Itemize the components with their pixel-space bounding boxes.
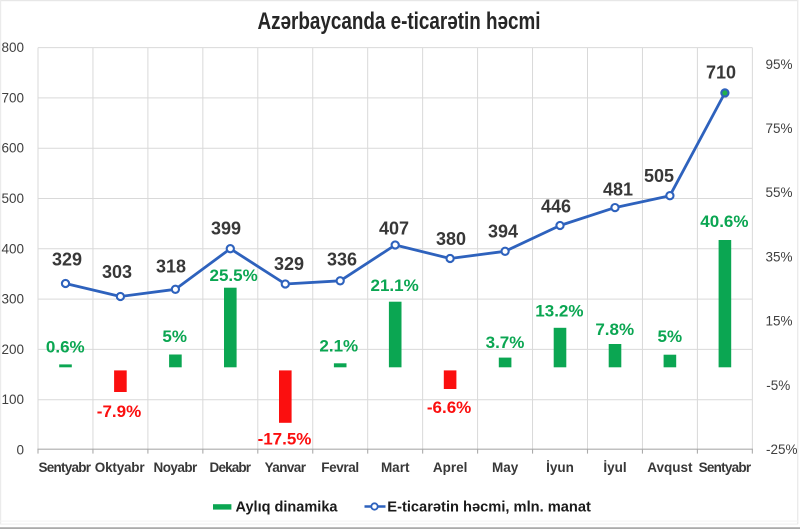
svg-text:Sentyabr: Sentyabr — [699, 460, 752, 475]
svg-text:505: 505 — [644, 166, 674, 186]
svg-text:0.6%: 0.6% — [46, 338, 85, 357]
svg-text:40.6%: 40.6% — [700, 212, 748, 231]
svg-text:2.1%: 2.1% — [319, 337, 358, 356]
svg-text:800: 800 — [1, 40, 24, 55]
svg-text:Oktyabr: Oktyabr — [95, 460, 146, 475]
svg-text:13.2%: 13.2% — [535, 302, 583, 321]
svg-text:-25%: -25% — [766, 442, 798, 457]
svg-text:75%: 75% — [766, 121, 793, 136]
svg-text:Avqust: Avqust — [647, 460, 693, 475]
svg-text:5%: 5% — [658, 327, 683, 346]
svg-text:-7.9%: -7.9% — [97, 402, 141, 421]
svg-text:İyun: İyun — [546, 460, 574, 475]
svg-text:-5%: -5% — [766, 378, 790, 393]
svg-text:336: 336 — [327, 249, 357, 269]
svg-text:329: 329 — [52, 249, 82, 269]
svg-text:500: 500 — [1, 191, 24, 206]
svg-text:400: 400 — [1, 241, 24, 256]
svg-text:380: 380 — [436, 229, 466, 249]
svg-text:15%: 15% — [766, 314, 793, 329]
svg-text:200: 200 — [1, 342, 24, 357]
svg-text:600: 600 — [1, 141, 24, 156]
svg-text:7.8%: 7.8% — [595, 320, 634, 339]
svg-text:25.5%: 25.5% — [209, 266, 257, 285]
svg-text:100: 100 — [1, 392, 24, 407]
svg-text:Noyabr: Noyabr — [154, 460, 199, 475]
svg-text:-6.6%: -6.6% — [427, 398, 471, 417]
svg-text:0: 0 — [16, 443, 24, 458]
svg-text:Yanvar: Yanvar — [265, 460, 307, 475]
svg-text:Aprel: Aprel — [433, 460, 468, 475]
svg-text:İyul: İyul — [603, 460, 626, 475]
svg-text:95%: 95% — [766, 57, 793, 72]
svg-text:700: 700 — [1, 90, 24, 105]
svg-text:329: 329 — [274, 254, 304, 274]
svg-text:E-ticarətin həcmi, mln. manat: E-ticarətin həcmi, mln. manat — [387, 499, 591, 516]
svg-text:21.1%: 21.1% — [370, 276, 418, 295]
svg-text:446: 446 — [541, 196, 571, 216]
svg-text:407: 407 — [379, 219, 409, 239]
svg-text:Dekabr: Dekabr — [210, 460, 252, 475]
svg-text:Azərbaycanda e-ticarətin həcmi: Azərbaycanda e-ticarətin həcmi — [258, 8, 541, 35]
svg-text:3.7%: 3.7% — [486, 333, 525, 352]
svg-text:303: 303 — [102, 262, 132, 282]
svg-text:Sentyabr: Sentyabr — [39, 460, 92, 475]
svg-text:-17.5%: -17.5% — [258, 430, 312, 449]
svg-text:May: May — [492, 460, 519, 475]
svg-text:Fevral: Fevral — [321, 460, 359, 475]
svg-text:55%: 55% — [766, 185, 793, 200]
svg-text:Mart: Mart — [381, 460, 410, 475]
svg-text:481: 481 — [603, 180, 633, 200]
svg-text:5%: 5% — [162, 327, 187, 346]
svg-text:710: 710 — [706, 63, 736, 83]
svg-text:399: 399 — [211, 218, 241, 238]
svg-text:318: 318 — [156, 257, 186, 277]
svg-text:Aylıq dinamika: Aylıq dinamika — [236, 499, 339, 516]
svg-text:300: 300 — [1, 292, 24, 307]
svg-text:35%: 35% — [766, 249, 793, 264]
svg-text:394: 394 — [488, 221, 518, 241]
